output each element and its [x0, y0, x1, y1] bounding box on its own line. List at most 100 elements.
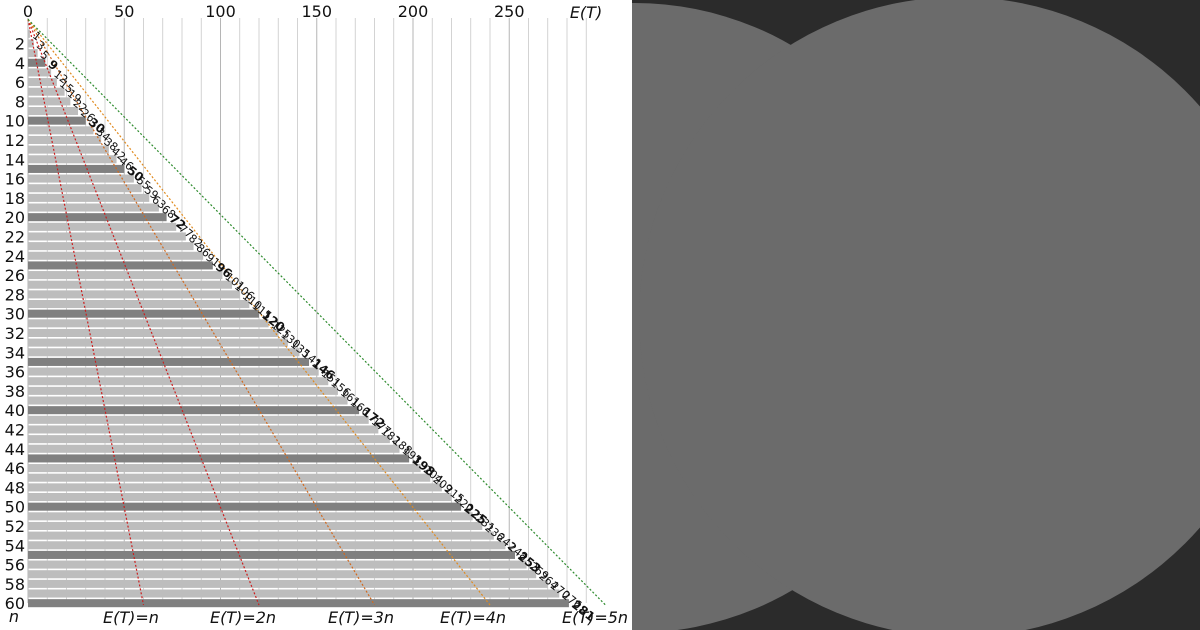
y-tick-label: 12	[5, 131, 25, 150]
bar	[28, 242, 194, 251]
x-tick-label: 0	[23, 2, 33, 21]
reference-line	[27, 18, 606, 606]
y-tick-label: 50	[5, 498, 25, 517]
y-tick-label: 20	[5, 208, 25, 227]
reference-line	[27, 19, 376, 606]
y-tick-label: 10	[5, 112, 25, 131]
x-tick-label: 150	[301, 2, 332, 21]
bars	[28, 29, 569, 608]
y-tick-label: 16	[5, 170, 25, 189]
reference-line	[27, 19, 145, 606]
y-tick-label: 22	[5, 227, 25, 246]
bar	[28, 550, 516, 559]
reference-line	[27, 19, 260, 606]
bar	[28, 338, 288, 347]
y-axis-label: n	[9, 607, 19, 626]
y-tick-label: 60	[5, 594, 25, 613]
reference-line-label: E(T)=3n	[328, 608, 394, 627]
bar	[28, 155, 117, 164]
bar	[28, 145, 109, 154]
bar	[28, 300, 250, 309]
chart-svg: 1359121519222630343842465055596368727782…	[5, 2, 628, 627]
bar	[28, 174, 134, 183]
bar	[28, 261, 213, 270]
y-tick-label: 2	[15, 34, 25, 53]
y-tick-label: 14	[5, 150, 25, 169]
reference-line-label: E(T)=5n	[562, 608, 628, 627]
y-tick-labels: 2468101214161820222426283032343638404244…	[5, 34, 25, 613]
bar	[28, 39, 34, 48]
bar	[28, 415, 369, 424]
y-tick-label: 30	[5, 305, 25, 324]
y-tick-label: 44	[5, 440, 25, 459]
x-tick-label: 200	[398, 2, 429, 21]
y-tick-label: 42	[5, 420, 25, 439]
y-tick-label: 36	[5, 363, 25, 382]
y-tick-label: 48	[5, 478, 25, 497]
bar	[28, 377, 329, 386]
y-tick-label: 58	[5, 575, 25, 594]
bar	[28, 78, 57, 87]
chart-panel: 1 3 5 9 12 15 19 22 26 30 34 38 42 46 50 55 59 63 68 72 77 82…	[0, 0, 632, 630]
bar	[28, 357, 310, 366]
bar	[28, 541, 506, 550]
bar	[28, 164, 125, 173]
reference-line	[27, 18, 491, 606]
bar	[28, 29, 30, 38]
y-tick-label: 32	[5, 324, 25, 343]
reference-lines	[27, 18, 606, 606]
bar	[28, 107, 79, 116]
bar	[28, 348, 300, 357]
bar	[28, 232, 186, 241]
y-tick-label: 38	[5, 382, 25, 401]
y-tick-label: 40	[5, 401, 25, 420]
x-axis-label: E(T)	[570, 3, 602, 22]
x-tick-label: 50	[114, 2, 134, 21]
y-tick-label: 34	[5, 343, 25, 362]
bar	[28, 473, 431, 482]
bar	[28, 386, 338, 395]
bar	[28, 68, 52, 77]
bar	[28, 87, 65, 96]
bar	[28, 464, 421, 473]
bar	[28, 425, 379, 434]
y-tick-label: 26	[5, 266, 25, 285]
x-tick-labels: 0 50 100 150 200 250	[23, 2, 525, 21]
y-tick-label: 24	[5, 247, 25, 266]
bar	[28, 49, 38, 58]
bar	[28, 483, 442, 492]
y-tick-label: 18	[5, 189, 25, 208]
image-panel	[632, 0, 1200, 630]
bar	[28, 512, 473, 521]
bar	[28, 521, 483, 530]
bar	[28, 599, 569, 608]
bar	[28, 184, 142, 193]
y-tick-label: 6	[15, 73, 25, 92]
y-tick-label: 56	[5, 556, 25, 575]
bar	[28, 493, 452, 502]
bar	[28, 222, 177, 231]
y-tick-label: 54	[5, 536, 25, 555]
bar	[28, 328, 279, 337]
bar	[28, 396, 348, 405]
bar	[28, 193, 150, 202]
x-tick-label: 100	[205, 2, 236, 21]
bar	[28, 97, 71, 106]
bar	[28, 203, 159, 212]
x-tick-label: 250	[494, 2, 525, 21]
bar	[28, 589, 560, 598]
bar	[28, 126, 94, 135]
bar	[28, 116, 86, 125]
reference-line-label: E(T)=4n	[440, 608, 506, 627]
bar	[28, 271, 223, 280]
bar	[28, 444, 400, 453]
bar	[28, 560, 527, 569]
bar	[28, 135, 102, 144]
bar	[28, 290, 240, 299]
bar	[28, 502, 462, 511]
half-disc-right	[639, 0, 1200, 630]
bar	[28, 319, 269, 328]
bar	[28, 251, 204, 260]
y-tick-label: 52	[5, 517, 25, 536]
